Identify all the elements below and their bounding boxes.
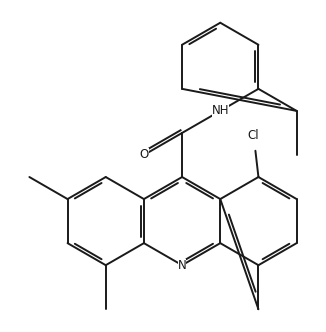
Text: NH: NH — [212, 104, 229, 118]
Text: Cl: Cl — [248, 129, 259, 142]
Text: N: N — [178, 259, 186, 272]
Text: O: O — [139, 148, 149, 161]
